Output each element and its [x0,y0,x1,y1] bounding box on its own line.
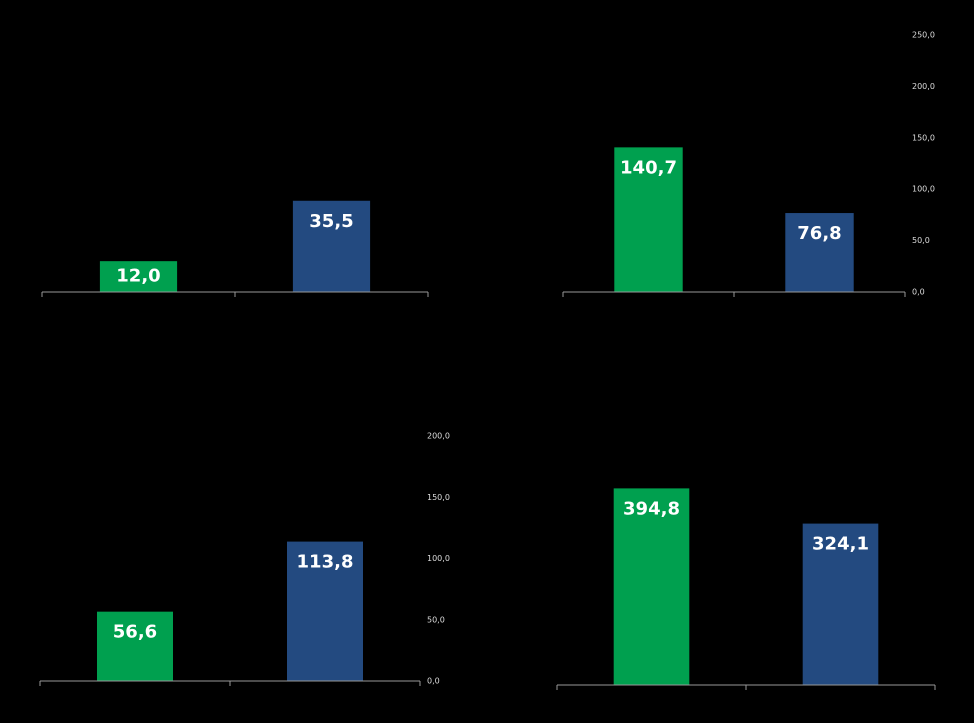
bar [785,213,854,292]
y-tick-label: 100,0 [912,185,935,194]
value-label: 35,5 [309,211,353,232]
y-tick-label: 50,0 [427,615,445,624]
y-tick-label: 0,0 [427,677,440,686]
y-tick-label: 50,0 [912,236,930,245]
value-label: 113,8 [297,552,354,573]
bar [614,147,683,292]
bar [613,488,690,685]
bar [802,523,879,685]
bar [97,611,173,681]
y-tick-label: 250,0 [912,31,935,40]
value-label: 394,8 [623,498,680,519]
value-label: 140,7 [620,157,677,178]
bar [287,541,363,681]
value-label: 12,0 [116,266,160,287]
bar [99,261,178,292]
value-label: 76,8 [797,223,841,244]
y-tick-label: 200,0 [427,432,450,441]
y-tick-label: 150,0 [912,133,935,142]
y-tick-label: 200,0 [912,82,935,91]
y-tick-label: 0,0 [912,288,925,297]
y-tick-label: 150,0 [427,493,450,502]
value-label: 324,1 [812,534,869,555]
bar [292,200,371,292]
value-label: 56,6 [113,622,157,643]
y-tick-label: 100,0 [427,554,450,563]
